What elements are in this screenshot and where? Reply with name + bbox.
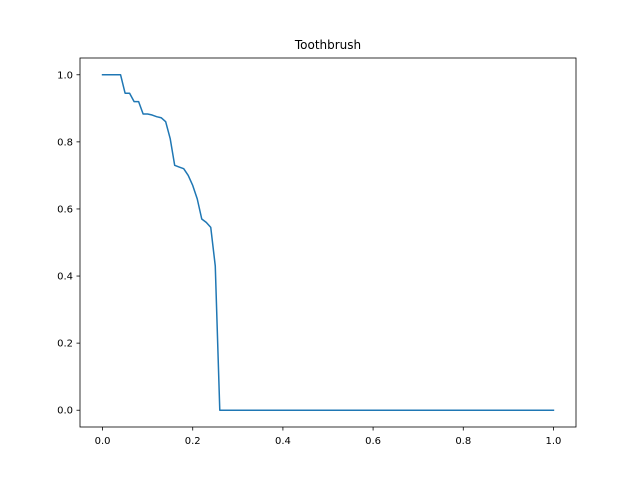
y-tick-label: 0.0 [57,406,73,417]
chart-title: Toothbrush [294,38,361,52]
x-axis: 0.0 0.2 0.4 0.6 0.8 1.0 [95,427,562,447]
y-tick-label: 0.6 [57,204,73,215]
series-layer [101,74,555,411]
x-tick-label: 0.4 [275,436,291,447]
x-tick-label: 0.6 [365,436,381,447]
x-tick-label: 0.2 [185,436,201,447]
x-tick-label: 0.0 [95,436,111,447]
x-tick-label: 0.8 [455,436,471,447]
y-tick-label: 0.2 [57,339,73,350]
y-axis: 0.0 0.2 0.4 0.6 0.8 1.0 [57,70,80,417]
y-tick-label: 0.4 [57,272,73,283]
series-line-0 [101,74,555,411]
plot-frame [79,57,577,428]
y-tick-label: 0.8 [57,137,73,148]
x-tick-label: 1.0 [546,436,562,447]
y-tick-label: 1.0 [57,70,73,81]
